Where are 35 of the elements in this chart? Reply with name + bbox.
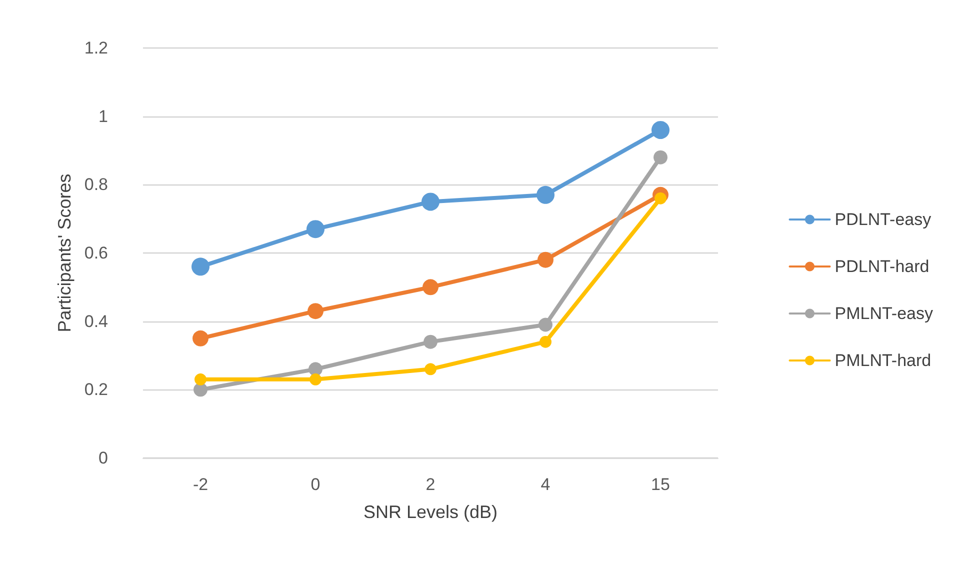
x-tick-label: -2 xyxy=(192,475,208,494)
point xyxy=(422,279,438,296)
x-tick-label: 2 xyxy=(426,475,436,494)
y-tick-label: 0.8 xyxy=(84,175,108,194)
x-axis-title: SNR Levels (dB) xyxy=(363,502,498,522)
x-tick-label: 0 xyxy=(310,475,320,494)
point xyxy=(536,186,554,204)
x-tick-label: 4 xyxy=(540,475,550,494)
point xyxy=(538,252,554,268)
point xyxy=(422,192,440,211)
y-tick-label: 0.4 xyxy=(84,312,108,331)
point xyxy=(654,150,668,164)
legend-label: PDLNT-hard xyxy=(834,257,930,276)
point xyxy=(538,318,552,332)
y-tick-label: 1.2 xyxy=(84,38,108,58)
legend-label: PMLNT-hard xyxy=(834,351,932,370)
point xyxy=(194,373,206,386)
point xyxy=(306,220,324,238)
point xyxy=(424,363,436,376)
point xyxy=(652,121,670,139)
point xyxy=(192,330,208,346)
y-axis-title: Participants' Scores xyxy=(54,174,74,332)
x-tick-label: 15 xyxy=(651,475,670,494)
legend-label: PDLNT-easy xyxy=(834,210,932,229)
y-tick-label: 0.2 xyxy=(84,380,108,400)
point xyxy=(424,334,438,349)
y-tick-label: 0.6 xyxy=(84,244,108,262)
legend-label: PMLNT-easy xyxy=(834,304,934,323)
y-tick-label: 0 xyxy=(98,448,108,468)
point xyxy=(540,336,552,348)
point xyxy=(192,258,210,276)
y-tick-label: 1 xyxy=(98,106,108,126)
point xyxy=(308,303,324,320)
point xyxy=(308,362,322,376)
point xyxy=(310,373,322,386)
